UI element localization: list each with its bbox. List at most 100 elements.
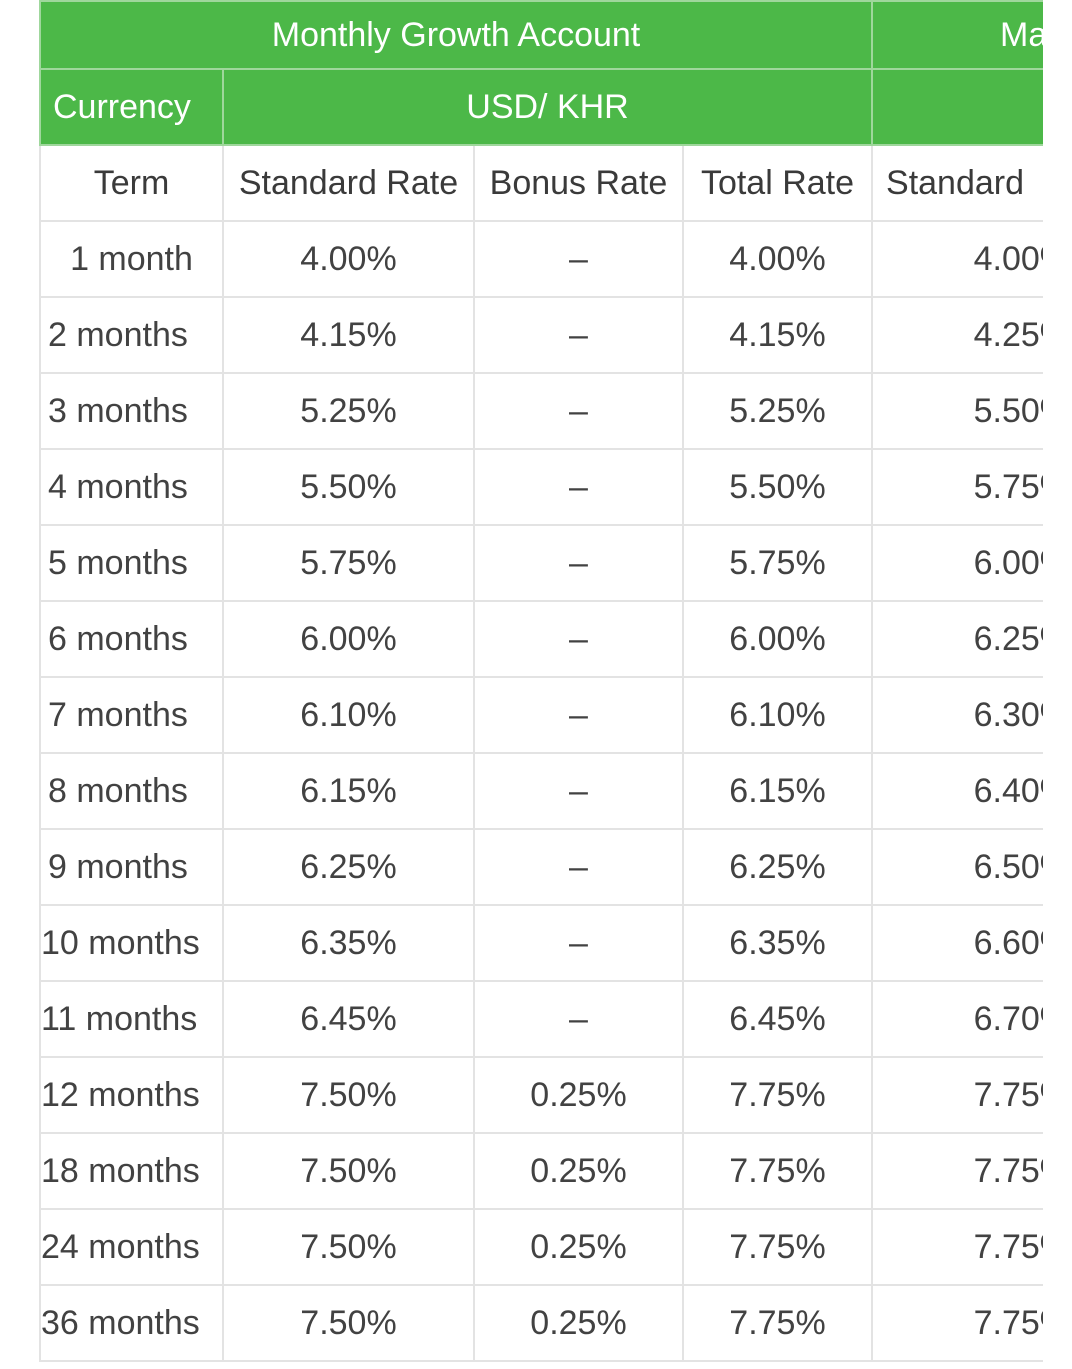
next-standard-rate-cell: 4.25% (871, 296, 1043, 374)
term-cell: 24 months (39, 1208, 224, 1286)
term-cell: 5 months (39, 524, 224, 602)
next-standard-rate-cell: 7.75% (871, 1132, 1043, 1210)
column-header-bonus-rate: Bonus Rate (473, 144, 684, 222)
next-standard-rate-cell: 7.75% (871, 1208, 1043, 1286)
product-header-row: Monthly Growth Account Ma (39, 0, 1043, 70)
total-rate-cell: 6.25% (681, 828, 874, 906)
next-standard-rate-value: 7.75% (973, 1303, 1043, 1342)
bonus-rate-cell: – (473, 600, 684, 678)
column-header-term: Term (39, 144, 224, 222)
term-cell: 36 months (39, 1284, 224, 1362)
next-standard-rate-value: 6.70% (973, 999, 1043, 1038)
next-standard-rate-cell: 6.00% (871, 524, 1043, 602)
standard-rate-cell: 7.50% (222, 1132, 475, 1210)
next-standard-rate-value: 6.40% (973, 771, 1043, 810)
total-rate-cell: 6.35% (681, 904, 874, 982)
next-product-currency-cell (871, 68, 1043, 146)
total-rate-cell: 7.75% (681, 1284, 874, 1362)
total-rate-cell: 4.15% (681, 296, 874, 374)
bonus-rate-cell: – (473, 372, 684, 450)
next-standard-rate-cell: 6.70% (871, 980, 1043, 1058)
bonus-rate-cell: – (473, 448, 684, 526)
next-standard-rate-cell: 6.25% (871, 600, 1043, 678)
next-standard-rate-value: 6.60% (973, 923, 1043, 962)
standard-rate-cell: 6.00% (222, 600, 475, 678)
next-standard-rate-cell: 7.75% (871, 1056, 1043, 1134)
term-cell: 1 month (39, 220, 224, 298)
column-header-total-rate: Total Rate (681, 144, 874, 222)
total-rate-cell: 5.25% (681, 372, 874, 450)
column-header-row: Term Standard Rate Bonus Rate Total Rate… (39, 144, 1043, 222)
total-rate-cell: 7.75% (681, 1132, 874, 1210)
currency-header-row: Currency USD/ KHR (39, 68, 1043, 146)
next-standard-rate-value: 5.50% (973, 391, 1043, 430)
next-standard-rate-value: 6.50% (973, 847, 1043, 886)
standard-rate-cell: 7.50% (222, 1284, 475, 1362)
standard-rate-cell: 5.25% (222, 372, 475, 450)
next-standard-rate-cell: 6.40% (871, 752, 1043, 830)
bonus-rate-cell: 0.25% (473, 1208, 684, 1286)
term-cell: 2 months (39, 296, 224, 374)
total-rate-cell: 7.75% (681, 1208, 874, 1286)
term-cell: 6 months (39, 600, 224, 678)
standard-rate-cell: 6.15% (222, 752, 475, 830)
term-cell: 8 months (39, 752, 224, 830)
next-standard-rate-cell: 5.50% (871, 372, 1043, 450)
currency-label: Currency (39, 68, 224, 146)
total-rate-cell: 6.45% (681, 980, 874, 1058)
next-standard-rate-value: 6.30% (973, 695, 1043, 734)
standard-rate-cell: 6.10% (222, 676, 475, 754)
next-standard-rate-value: 7.75% (973, 1151, 1043, 1190)
standard-rate-cell: 6.25% (222, 828, 475, 906)
product-name-header: Monthly Growth Account (39, 0, 874, 70)
term-cell: 12 months (39, 1056, 224, 1134)
bonus-rate-cell: – (473, 524, 684, 602)
total-rate-cell: 7.75% (681, 1056, 874, 1134)
bonus-rate-cell: 0.25% (473, 1056, 684, 1134)
standard-rate-cell: 5.75% (222, 524, 475, 602)
next-standard-rate-cell: 6.50% (871, 828, 1043, 906)
bonus-rate-cell: – (473, 980, 684, 1058)
bonus-rate-cell: – (473, 676, 684, 754)
next-standard-rate-cell: 5.75% (871, 448, 1043, 526)
total-rate-cell: 4.00% (681, 220, 874, 298)
term-cell: 9 months (39, 828, 224, 906)
bonus-rate-cell: – (473, 904, 684, 982)
standard-rate-cell: 6.45% (222, 980, 475, 1058)
next-standard-rate-value: 7.75% (973, 1227, 1043, 1266)
bonus-rate-cell: 0.25% (473, 1284, 684, 1362)
total-rate-cell: 6.10% (681, 676, 874, 754)
bonus-rate-cell: – (473, 828, 684, 906)
term-cell: 11 months (39, 980, 224, 1058)
total-rate-cell: 6.00% (681, 600, 874, 678)
standard-rate-cell: 4.00% (222, 220, 475, 298)
next-standard-rate-value: 4.25% (973, 315, 1043, 354)
next-standard-rate-cell: 7.75% (871, 1284, 1043, 1362)
column-header-next-standard: Standard (871, 144, 1043, 222)
next-standard-rate-cell: 4.00% (871, 220, 1043, 298)
bonus-rate-cell: – (473, 296, 684, 374)
term-cell: 7 months (39, 676, 224, 754)
total-rate-cell: 6.15% (681, 752, 874, 830)
next-standard-rate-value: 6.00% (973, 543, 1043, 582)
standard-rate-cell: 4.15% (222, 296, 475, 374)
interest-rate-table: Monthly Growth Account Ma Currency USD/ … (39, 0, 1043, 1362)
standard-rate-cell: 7.50% (222, 1056, 475, 1134)
bonus-rate-cell: – (473, 752, 684, 830)
rates-table-scroll-area[interactable]: Monthly Growth Account Ma Currency USD/ … (39, 0, 1043, 1369)
next-standard-rate-value: 6.25% (973, 619, 1043, 658)
